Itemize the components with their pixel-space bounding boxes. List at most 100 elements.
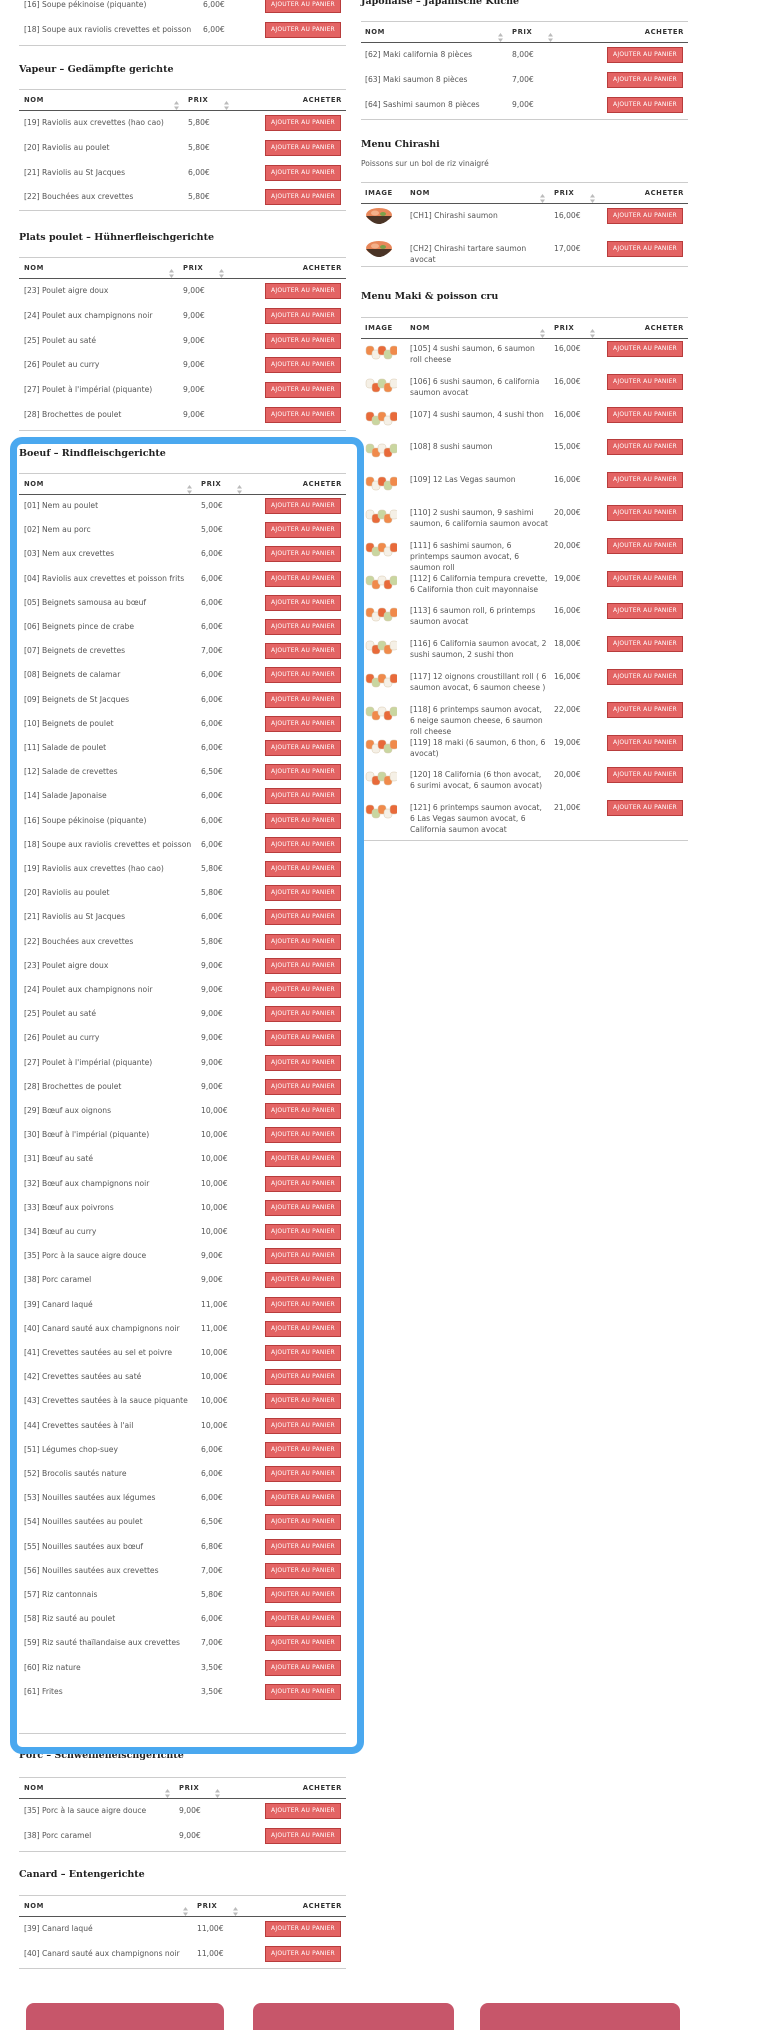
add-to-cart-button[interactable]: AJOUTER AU PANIER xyxy=(265,836,341,853)
add-to-cart-button[interactable]: AJOUTER AU PANIER xyxy=(265,1490,341,1507)
add-to-cart-button[interactable]: AJOUTER AU PANIER xyxy=(607,47,683,63)
add-to-cart-button[interactable]: AJOUTER AU PANIER xyxy=(607,505,683,521)
add-to-cart-button[interactable]: AJOUTER AU PANIER xyxy=(265,619,341,635)
add-to-cart-button[interactable]: AJOUTER AU PANIER xyxy=(265,909,341,926)
add-to-cart-button[interactable]: AJOUTER AU PANIER xyxy=(265,546,341,563)
add-to-cart-button[interactable]: AJOUTER AU PANIER xyxy=(265,115,341,131)
add-to-cart-button[interactable]: AJOUTER AU PANIER xyxy=(265,1466,341,1482)
add-to-cart-button[interactable]: AJOUTER AU PANIER xyxy=(265,407,341,423)
add-to-cart-button[interactable]: AJOUTER AU PANIER xyxy=(265,1514,341,1531)
table-bottom-rule xyxy=(361,840,688,841)
add-to-cart-button[interactable]: AJOUTER AU PANIER xyxy=(265,643,341,660)
add-to-cart-button[interactable]: AJOUTER AU PANIER xyxy=(265,21,341,38)
footer-button[interactable] xyxy=(26,2003,224,2030)
add-to-cart-button[interactable]: AJOUTER AU PANIER xyxy=(265,788,341,805)
add-to-cart-button[interactable]: AJOUTER AU PANIER xyxy=(265,812,341,829)
add-to-cart-button[interactable]: AJOUTER AU PANIER xyxy=(265,1538,341,1555)
add-to-cart-button[interactable]: AJOUTER AU PANIER xyxy=(265,1587,341,1603)
add-to-cart-button[interactable]: AJOUTER AU PANIER xyxy=(265,1417,341,1434)
add-to-cart-button[interactable]: AJOUTER AU PANIER xyxy=(265,1320,341,1337)
add-to-cart-button[interactable]: AJOUTER AU PANIER xyxy=(265,957,341,974)
add-to-cart-button[interactable]: AJOUTER AU PANIER xyxy=(607,603,683,620)
footer-button[interactable] xyxy=(253,2003,454,2030)
add-to-cart-button[interactable]: AJOUTER AU PANIER xyxy=(265,164,341,181)
add-to-cart-button[interactable]: AJOUTER AU PANIER xyxy=(265,933,341,950)
add-to-cart-button[interactable]: AJOUTER AU PANIER xyxy=(607,800,683,817)
header-rule xyxy=(19,473,346,474)
add-to-cart-button[interactable]: AJOUTER AU PANIER xyxy=(265,1827,341,1844)
add-to-cart-button[interactable]: AJOUTER AU PANIER xyxy=(265,1006,341,1023)
add-to-cart-button[interactable]: AJOUTER AU PANIER xyxy=(265,382,341,399)
add-to-cart-button[interactable]: AJOUTER AU PANIER xyxy=(607,406,683,423)
add-to-cart-button[interactable]: AJOUTER AU PANIER xyxy=(265,570,341,587)
add-to-cart-button[interactable]: AJOUTER AU PANIER xyxy=(607,734,683,751)
add-to-cart-button[interactable]: AJOUTER AU PANIER xyxy=(265,1345,341,1361)
add-to-cart-button[interactable]: AJOUTER AU PANIER xyxy=(265,885,341,902)
add-to-cart-button[interactable]: AJOUTER AU PANIER xyxy=(607,97,683,113)
item-price: 10,00€ xyxy=(201,1154,228,1164)
add-to-cart-button[interactable]: AJOUTER AU PANIER xyxy=(607,341,683,357)
add-to-cart-button[interactable]: AJOUTER AU PANIER xyxy=(265,1611,341,1628)
add-to-cart-button[interactable]: AJOUTER AU PANIER xyxy=(265,740,341,756)
add-to-cart-button[interactable]: AJOUTER AU PANIER xyxy=(265,1078,341,1095)
add-to-cart-button[interactable]: AJOUTER AU PANIER xyxy=(265,1683,341,1700)
add-to-cart-button[interactable]: AJOUTER AU PANIER xyxy=(265,1175,341,1192)
add-to-cart-button[interactable]: AJOUTER AU PANIER xyxy=(607,701,683,718)
add-to-cart-button[interactable]: AJOUTER AU PANIER xyxy=(265,594,341,611)
add-to-cart-button[interactable]: AJOUTER AU PANIER xyxy=(265,1127,341,1144)
add-to-cart-button[interactable]: AJOUTER AU PANIER xyxy=(265,1248,341,1265)
add-to-cart-button[interactable]: AJOUTER AU PANIER xyxy=(265,982,341,998)
footer-button[interactable] xyxy=(480,2003,680,2030)
add-to-cart-button[interactable]: AJOUTER AU PANIER xyxy=(607,570,683,587)
add-to-cart-button[interactable]: AJOUTER AU PANIER xyxy=(265,1393,341,1410)
add-to-cart-button[interactable]: AJOUTER AU PANIER xyxy=(607,537,683,554)
add-to-cart-button[interactable]: AJOUTER AU PANIER xyxy=(265,861,341,877)
sort-icon xyxy=(219,263,224,278)
add-to-cart-button[interactable]: AJOUTER AU PANIER xyxy=(265,307,341,324)
add-to-cart-button[interactable]: AJOUTER AU PANIER xyxy=(265,1054,341,1071)
add-to-cart-button[interactable]: AJOUTER AU PANIER xyxy=(265,1369,341,1386)
add-to-cart-button[interactable]: AJOUTER AU PANIER xyxy=(265,1945,341,1962)
add-to-cart-button[interactable]: AJOUTER AU PANIER xyxy=(265,139,341,156)
item-price: 9,00€ xyxy=(183,360,205,370)
add-to-cart-button[interactable]: AJOUTER AU PANIER xyxy=(265,1441,341,1458)
add-to-cart-button[interactable]: AJOUTER AU PANIER xyxy=(607,241,683,257)
add-to-cart-button[interactable]: AJOUTER AU PANIER xyxy=(607,669,683,685)
add-to-cart-button[interactable]: AJOUTER AU PANIER xyxy=(607,208,683,224)
add-to-cart-button[interactable]: AJOUTER AU PANIER xyxy=(265,1224,341,1240)
item-name: [35] Porc à la sauce aigre douce xyxy=(24,1251,147,1261)
add-to-cart-button[interactable]: AJOUTER AU PANIER xyxy=(265,522,341,539)
add-to-cart-button[interactable]: AJOUTER AU PANIER xyxy=(607,439,683,456)
add-to-cart-button[interactable]: AJOUTER AU PANIER xyxy=(265,332,341,349)
item-name: [22] Bouchées aux crevettes xyxy=(24,936,134,946)
add-to-cart-button[interactable]: AJOUTER AU PANIER xyxy=(265,357,341,374)
add-to-cart-button[interactable]: AJOUTER AU PANIER xyxy=(607,636,683,653)
add-to-cart-button[interactable]: AJOUTER AU PANIER xyxy=(265,667,341,684)
add-to-cart-button[interactable]: AJOUTER AU PANIER xyxy=(265,1562,341,1579)
add-to-cart-button[interactable]: AJOUTER AU PANIER xyxy=(607,72,683,88)
add-to-cart-button[interactable]: AJOUTER AU PANIER xyxy=(265,1199,341,1216)
add-to-cart-button[interactable]: AJOUTER AU PANIER xyxy=(265,0,341,13)
add-to-cart-button[interactable]: AJOUTER AU PANIER xyxy=(265,283,341,299)
add-to-cart-button[interactable]: AJOUTER AU PANIER xyxy=(265,691,341,708)
add-to-cart-button[interactable]: AJOUTER AU PANIER xyxy=(265,1635,341,1652)
item-name: [11] Salade de poulet xyxy=(24,743,107,752)
add-to-cart-button[interactable]: AJOUTER AU PANIER xyxy=(265,1296,341,1313)
add-to-cart-button[interactable]: AJOUTER AU PANIER xyxy=(265,1803,341,1819)
add-to-cart-button[interactable]: AJOUTER AU PANIER xyxy=(265,1659,341,1676)
add-to-cart-button[interactable]: AJOUTER AU PANIER xyxy=(265,1151,341,1168)
add-to-cart-button[interactable]: AJOUTER AU PANIER xyxy=(607,767,683,784)
table-bottom-rule xyxy=(19,45,346,46)
header-rule xyxy=(19,89,346,90)
add-to-cart-button[interactable]: AJOUTER AU PANIER xyxy=(265,1921,341,1937)
add-to-cart-button[interactable]: AJOUTER AU PANIER xyxy=(265,1272,341,1289)
add-to-cart-button[interactable]: AJOUTER AU PANIER xyxy=(265,189,341,206)
add-to-cart-button[interactable]: AJOUTER AU PANIER xyxy=(265,715,341,732)
add-to-cart-button[interactable]: AJOUTER AU PANIER xyxy=(265,764,341,781)
add-to-cart-button[interactable]: AJOUTER AU PANIER xyxy=(265,1030,341,1047)
add-to-cart-button[interactable]: AJOUTER AU PANIER xyxy=(265,498,341,514)
sort-arrows xyxy=(174,101,179,110)
add-to-cart-button[interactable]: AJOUTER AU PANIER xyxy=(265,1103,341,1119)
add-to-cart-button[interactable]: AJOUTER AU PANIER xyxy=(607,472,683,489)
add-to-cart-button[interactable]: AJOUTER AU PANIER xyxy=(607,373,683,390)
